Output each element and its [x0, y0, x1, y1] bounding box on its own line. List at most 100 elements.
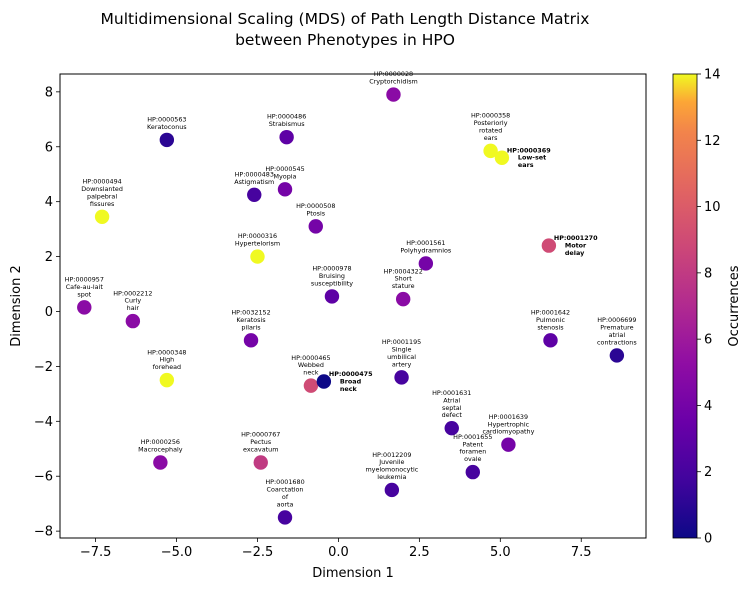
point-label: HP:0000767	[241, 431, 280, 439]
point-label: Patent	[463, 440, 484, 448]
point-label: myelomonocytic	[365, 466, 418, 474]
point-label: HP:0001270	[554, 234, 598, 242]
point-label: HP:0000348	[147, 348, 186, 356]
x-tick-label: −7.5	[80, 545, 112, 560]
point-label: stenosis	[537, 323, 564, 331]
colorbar-tick-label: 8	[704, 266, 712, 281]
point-label: Ptosis	[306, 209, 325, 217]
y-tick-label: 2	[45, 250, 53, 265]
y-tick-label: −8	[34, 525, 53, 540]
point-label: HP:0006699	[597, 316, 636, 324]
x-tick-label: 5.0	[490, 545, 511, 560]
point-label: HP:0001655	[453, 433, 492, 441]
point-label: HP:0000465	[291, 354, 330, 362]
point-label: HP:0012209	[372, 451, 411, 459]
point-label: HP:0004322	[384, 267, 423, 275]
point-label: rotated	[479, 126, 502, 134]
point-label: HP:0000483	[235, 170, 274, 178]
x-tick-label: 7.5	[571, 545, 592, 560]
point-label: HP:0000475	[329, 370, 373, 378]
data-point-HP-0000256	[153, 455, 168, 470]
x-axis-label: Dimension 1	[312, 566, 394, 581]
y-tick-label: 8	[45, 85, 53, 100]
data-point-HP-0000767	[253, 455, 268, 470]
point-label: septal	[442, 404, 462, 412]
data-point-HP-0001561	[418, 256, 434, 271]
point-label: Astigmatism	[234, 178, 274, 186]
y-tick-label: −6	[34, 470, 53, 485]
colorbar-tick-label: 4	[704, 399, 712, 414]
colorbar-tick-label: 12	[704, 134, 721, 149]
chart-title-line-2: between Phenotypes in HPO	[235, 31, 455, 49]
y-tick-label: 0	[45, 305, 53, 320]
x-tick-label: 0.0	[328, 545, 349, 560]
point-label: ears	[484, 134, 498, 142]
point-label: delay	[565, 249, 585, 257]
point-label: Broad	[340, 378, 362, 386]
x-tick-label: 2.5	[409, 545, 430, 560]
point-label: aorta	[277, 500, 294, 508]
point-label: Coarctation	[267, 486, 304, 494]
colorbar-tick-label: 2	[704, 465, 712, 480]
point-labels: HP:0000028CryptorchidismHP:0000563Kerato…	[65, 70, 638, 508]
data-point-HP-0002212	[125, 313, 141, 329]
point-label: Macrocephaly	[138, 445, 183, 453]
x-tick-label: −5.0	[161, 545, 193, 560]
point-label: HP:0000486	[267, 113, 306, 121]
data-point-HP-0000957	[77, 300, 92, 315]
y-tick-label: −4	[34, 415, 53, 430]
point-label: stature	[392, 282, 415, 290]
data-point-HP-0000545	[277, 182, 293, 197]
colorbar-tick-label: 14	[704, 68, 721, 83]
point-label: HP:0000545	[265, 165, 304, 173]
point-label: HP:0001642	[531, 309, 570, 317]
point-label: Atrial	[443, 396, 460, 404]
point-label: HP:0000494	[82, 178, 121, 186]
data-point-HP-0001642	[543, 333, 558, 348]
point-label: defect	[442, 411, 463, 419]
point-label: HP:0001631	[432, 389, 471, 397]
point-label: ears	[518, 161, 534, 169]
point-label: foramen	[459, 448, 486, 456]
point-label: Pulmonic	[536, 316, 566, 324]
point-label: neck	[303, 369, 318, 377]
point-label: palpebral	[87, 192, 117, 200]
y-tick-label: 6	[45, 140, 53, 155]
point-label: HP:0000256	[141, 438, 180, 446]
data-point-HP-0001639	[501, 437, 516, 452]
colorbar-tick-label: 10	[704, 200, 721, 215]
point-label: HP:0000957	[65, 276, 104, 284]
data-point-HP-0000563	[159, 132, 175, 148]
point-label: Strabismus	[269, 120, 306, 128]
point-label: spot	[77, 290, 91, 298]
colorbar-label: Occurrences	[727, 265, 742, 346]
data-point-HP-0000508	[308, 219, 323, 234]
point-label: Low-set	[518, 154, 546, 162]
point-label: Keratosis	[236, 316, 266, 324]
point-label: Curly	[124, 297, 141, 305]
data-point-HP-0000316	[250, 249, 265, 264]
point-label: Hypertelorism	[235, 240, 280, 248]
point-label: HP:0001639	[489, 413, 528, 421]
data-point-HP-0000028	[386, 87, 401, 102]
point-label: HP:0000358	[471, 112, 510, 120]
point-label: Cafe-au-lait	[66, 283, 104, 291]
point-label: pilaris	[241, 323, 261, 331]
data-point-HP-0001680	[277, 510, 293, 525]
point-label: HP:0000028	[374, 70, 413, 78]
data-point-HP-0001655	[465, 464, 480, 480]
colorbar: 0 2 4 6 8 10 12 14 Occurrences	[672, 68, 742, 547]
point-label: Webbed	[298, 361, 324, 369]
point-label: Motor	[565, 242, 587, 250]
point-label: HP:0000978	[312, 265, 351, 273]
point-label: Short	[395, 275, 413, 283]
data-point-HP-0001270	[541, 238, 557, 253]
point-label: HP:0000508	[296, 202, 335, 210]
point-label: susceptibility	[311, 279, 353, 287]
point-label: HP:0001195	[382, 338, 421, 346]
point-label: Downslanted	[81, 185, 123, 193]
data-point-HP-0000358	[483, 143, 498, 159]
y-tick-label: 4	[45, 195, 53, 210]
point-label: Pectus	[250, 438, 272, 446]
